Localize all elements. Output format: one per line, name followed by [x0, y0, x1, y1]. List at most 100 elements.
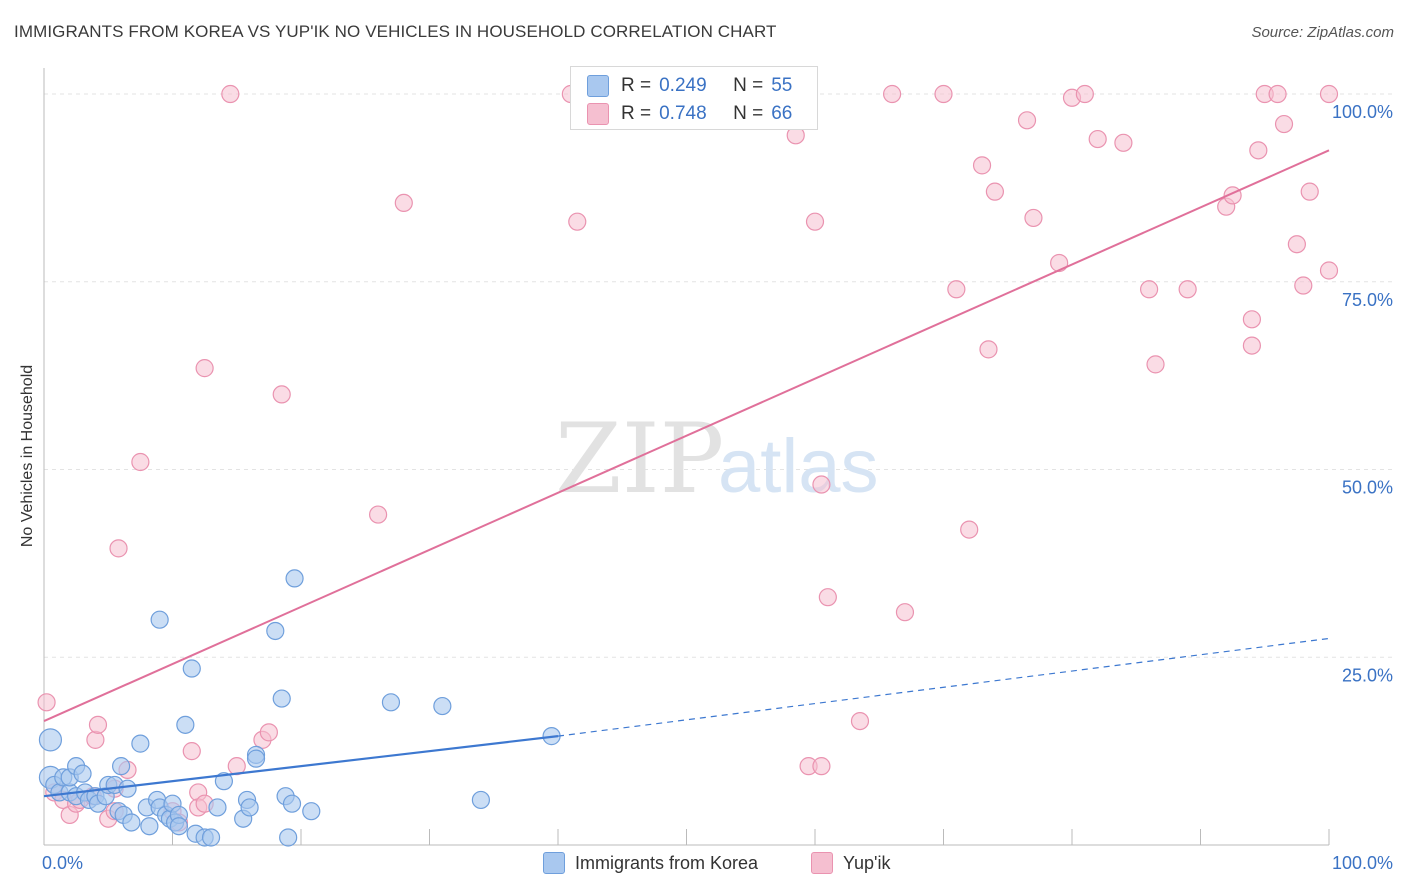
- legend-r-label: R =: [621, 75, 652, 96]
- gridlines: [44, 93, 1392, 658]
- korea-point: [122, 813, 141, 832]
- yupik-point: [1114, 133, 1133, 152]
- y-tick-label: 75.0%: [1342, 290, 1393, 310]
- korea-point: [73, 764, 92, 783]
- korea-point: [433, 696, 452, 716]
- bottom-legend-korea[interactable]: Immigrants from Korea: [543, 852, 758, 874]
- korea-point: [150, 610, 169, 629]
- korea-point: [240, 798, 259, 817]
- yupik-point: [979, 340, 998, 359]
- trend-lines: [43, 149, 1330, 798]
- yupik-point: [895, 603, 915, 622]
- legend-n-label: N =: [733, 103, 764, 124]
- yupik-point: [131, 452, 150, 472]
- axes: [43, 68, 1330, 846]
- yupik-point: [1088, 129, 1107, 149]
- yupik-trend-line: [43, 149, 1330, 723]
- yupik-point: [882, 84, 902, 104]
- korea-point: [272, 689, 291, 708]
- korea-point: [214, 772, 233, 791]
- yupik-point: [1146, 355, 1165, 374]
- korea-point: [246, 749, 266, 768]
- bottom-legend-yupik[interactable]: Yup'ik: [811, 852, 890, 874]
- korea-point: [169, 817, 189, 836]
- watermark-zip: ZIP: [555, 403, 724, 515]
- yupik-point: [1024, 208, 1043, 228]
- yupik-point: [947, 280, 966, 299]
- stats-legend: R = 0.249 N = 55 R = 0.748 N = 66: [570, 66, 818, 130]
- yupik-point: [195, 359, 214, 378]
- yupik-point: [272, 385, 291, 404]
- korea-point: [201, 828, 221, 847]
- yupik-point: [1300, 182, 1319, 201]
- yupik-point: [394, 193, 413, 213]
- yupik-point: [985, 182, 1005, 201]
- korea-point: [176, 715, 195, 734]
- korea-point: [381, 693, 401, 712]
- yupik-point: [818, 588, 837, 607]
- korea-point: [118, 779, 137, 798]
- x-tick-label: 100.0%: [1332, 853, 1393, 873]
- legend-swatch-yupik: [587, 103, 609, 125]
- chart-title: IMMIGRANTS FROM KOREA VS YUP'IK NO VEHIC…: [14, 22, 777, 41]
- yupik-points: [37, 84, 1339, 832]
- y-tick-labels: 25.0% 50.0% 75.0% 100.0%: [1332, 102, 1393, 685]
- bottom-legend-label-yupik: Yup'ik: [843, 852, 891, 873]
- yupik-point: [1242, 336, 1262, 355]
- y-tick-label: 25.0%: [1342, 665, 1393, 685]
- yupik-point: [1274, 114, 1294, 134]
- x-tick-labels: 0.0% 100.0%: [42, 853, 1393, 873]
- legend-n-korea: 55: [771, 75, 793, 96]
- yupik-point: [1050, 253, 1069, 273]
- korea-point: [182, 659, 201, 678]
- yupik-point: [109, 539, 128, 558]
- yupik-point: [182, 742, 201, 761]
- yupik-point: [812, 475, 831, 494]
- yupik-point: [1017, 111, 1037, 130]
- yupik-point: [1075, 84, 1094, 104]
- korea-point: [285, 569, 304, 588]
- yupik-point: [1287, 235, 1306, 254]
- bottom-legend-label-korea: Immigrants from Korea: [575, 852, 759, 873]
- bottom-legend-swatch-yupik: [811, 852, 833, 874]
- korea-point: [38, 728, 63, 752]
- yupik-point: [259, 723, 278, 742]
- yupik-point: [1242, 310, 1262, 329]
- watermark-atlas: atlas: [718, 424, 879, 509]
- yupik-point: [1178, 280, 1197, 299]
- yupik-point: [221, 84, 240, 104]
- yupik-point: [805, 212, 825, 231]
- korea-point: [131, 734, 150, 753]
- y-tick-label: 50.0%: [1342, 478, 1393, 498]
- korea-point: [282, 794, 302, 813]
- y-tick-label: 100.0%: [1332, 102, 1393, 122]
- bottom-legend-swatch-korea: [543, 852, 565, 874]
- yupik-point: [850, 711, 870, 731]
- yupik-point: [88, 715, 108, 734]
- korea-point: [279, 828, 298, 847]
- yupik-point: [86, 730, 105, 749]
- yupik-point: [972, 156, 992, 175]
- yupik-point: [1319, 261, 1339, 280]
- yupik-point: [1294, 276, 1313, 295]
- legend-row-korea: R = 0.249 N = 55: [587, 75, 792, 97]
- korea-point: [208, 798, 227, 817]
- yupik-point: [369, 505, 388, 524]
- legend-r-yupik: 0.748: [659, 103, 707, 124]
- korea-point: [302, 802, 321, 821]
- yupik-point: [1249, 141, 1268, 160]
- yupik-point: [812, 757, 831, 776]
- yupik-point: [934, 84, 953, 104]
- korea-point: [111, 757, 131, 776]
- legend-swatch-korea: [587, 75, 609, 97]
- yupik-point: [37, 693, 56, 712]
- korea-point: [266, 621, 285, 641]
- yupik-point: [1268, 84, 1287, 104]
- yupik-point: [1139, 280, 1159, 299]
- source-label: Source: ZipAtlas.com: [1251, 24, 1394, 41]
- korea-trend-extension: [557, 637, 1330, 737]
- korea-point: [140, 817, 159, 836]
- korea-points: [38, 569, 561, 847]
- legend-row-yupik: R = 0.748 N = 66: [587, 103, 792, 125]
